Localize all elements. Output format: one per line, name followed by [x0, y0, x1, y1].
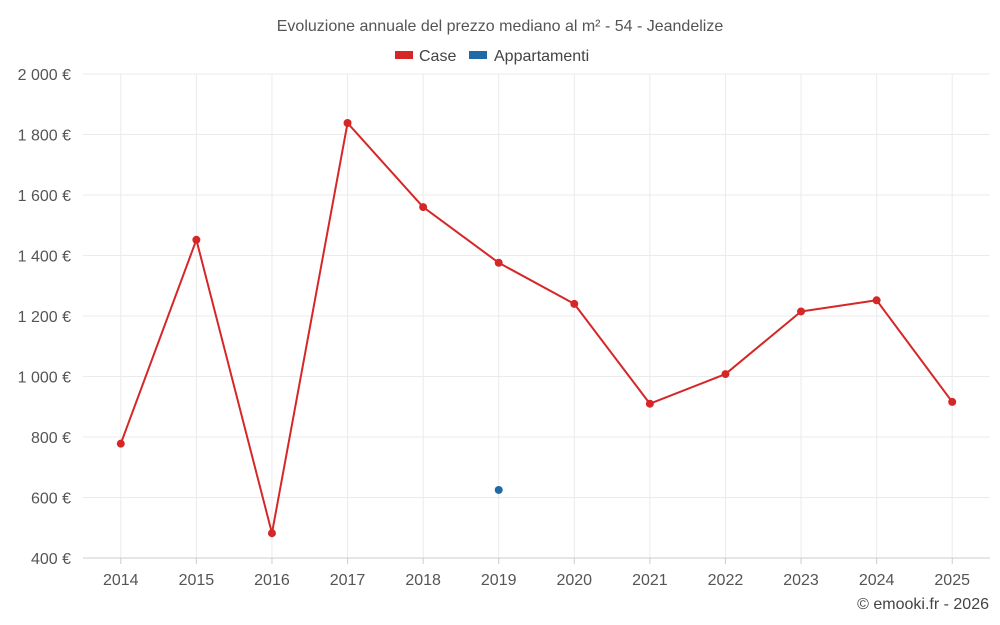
x-tick-label: 2019: [481, 572, 517, 589]
data-point-case-2020[interactable]: [570, 299, 579, 308]
y-tick-label: 2 000 €: [18, 67, 71, 84]
y-gridlines: [83, 73, 990, 559]
data-point-case-2025[interactable]: [948, 397, 957, 406]
data-point-case-2021[interactable]: [645, 399, 654, 408]
y-tick-label: 1 000 €: [18, 370, 71, 387]
y-tick-label: 400 €: [31, 551, 71, 568]
legend: Case Appartamenti: [395, 48, 589, 65]
x-tick-label: 2020: [556, 572, 592, 589]
x-tick-label: 2018: [405, 572, 441, 589]
y-axis-ticks: 400 € 600 € 800 € 1 000 € 1 200 € 1 400 € 1 60…: [18, 67, 71, 568]
legend-label-appartamenti: Appartamenti: [494, 48, 589, 65]
data-point-case-2023[interactable]: [797, 307, 806, 316]
x-tick-label: 2014: [103, 572, 139, 589]
data-point-case-2014[interactable]: [116, 439, 125, 448]
legend-item-appartamenti[interactable]: Appartamenti: [469, 48, 589, 65]
credit-text: © emooki.fr - 2026: [857, 596, 989, 613]
y-tick-label: 800 €: [31, 430, 71, 447]
series-layer: [116, 119, 957, 538]
chart-title: Evoluzione annuale del prezzo mediano al…: [277, 18, 724, 35]
x-tick-label: 2025: [934, 572, 970, 589]
y-tick-label: 1 600 €: [18, 188, 71, 205]
x-tick-label: 2016: [254, 572, 290, 589]
series-case: [116, 119, 957, 538]
x-tick-label: 2017: [330, 572, 366, 589]
data-point-case-2019[interactable]: [494, 258, 503, 267]
x-tick-label: 2023: [783, 572, 819, 589]
y-tick-label: 600 €: [31, 491, 71, 508]
series-appartamenti: [494, 485, 503, 494]
data-point-case-2017[interactable]: [343, 119, 352, 128]
y-tick-label: 1 800 €: [18, 128, 71, 145]
legend-item-case[interactable]: Case: [395, 48, 456, 65]
data-point-case-2022[interactable]: [721, 370, 730, 379]
x-gridlines: [120, 74, 953, 558]
legend-swatch-appartamenti: [469, 51, 487, 59]
legend-label-case: Case: [419, 48, 456, 65]
series-line-case: [119, 122, 954, 535]
data-point-case-2024[interactable]: [872, 296, 881, 305]
x-tick-label: 2022: [708, 572, 744, 589]
x-tick-label: 2015: [179, 572, 215, 589]
x-tick-label: 2024: [859, 572, 895, 589]
x-tick-label: 2021: [632, 572, 668, 589]
x-axis-ticks: 2014 2015 2016 2017 2018 2019 2020 2021 2022 2023…: [103, 558, 970, 589]
data-point-appartamenti-2019[interactable]: [494, 485, 503, 494]
legend-swatch-case: [395, 51, 413, 59]
data-point-case-2016[interactable]: [267, 529, 276, 538]
y-tick-label: 1 400 €: [18, 249, 71, 266]
y-tick-label: 1 200 €: [18, 309, 71, 326]
data-point-case-2018[interactable]: [419, 203, 428, 212]
data-point-case-2015[interactable]: [192, 235, 201, 244]
